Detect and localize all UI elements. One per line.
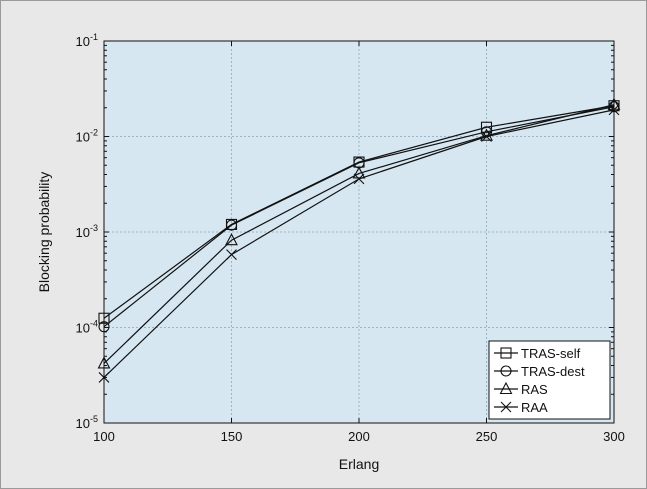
legend-label: TRAS-self: [521, 346, 581, 361]
legend-entry: TRAS-self: [494, 346, 581, 361]
x-tick-label: 250: [476, 429, 498, 444]
axis-ticks: 100 150 200 250 300 10-5 10-4 10-3 10-2 10-1: [76, 32, 625, 444]
legend-entry: RAS: [494, 381, 548, 397]
series-line: [103, 106, 615, 328]
data-point-triangle: [352, 166, 366, 179]
x-tick-label: 200: [348, 429, 370, 444]
legend: TRAS-self TRAS-dest RAS RAA: [488, 340, 611, 420]
series-line: [103, 104, 615, 364]
data-point-triangle: [480, 128, 493, 141]
legend-marker-triangle: [499, 381, 513, 395]
x-tick-label: 150: [221, 429, 243, 444]
legend-label: RAA: [521, 400, 548, 415]
data-point-x: [353, 173, 365, 185]
data-point-triangle: [225, 233, 238, 246]
y-tick-label: 10-3: [76, 223, 98, 240]
legend-entry: TRAS-dest: [494, 364, 585, 379]
y-tick-label: 10-4: [76, 319, 98, 336]
y-tick-label: 10-2: [76, 128, 98, 145]
legend-label: TRAS-dest: [521, 364, 585, 379]
series-layer: [97, 97, 621, 383]
legend-label: RAS: [521, 382, 548, 397]
x-axis-title: Erlang: [339, 456, 379, 472]
y-tick-label: 10-1: [76, 32, 98, 49]
legend-entry: RAA: [494, 400, 548, 415]
data-point-circle: [225, 219, 238, 231]
legend-marker-x: [500, 401, 512, 413]
series-line: [103, 105, 615, 319]
data-point-x: [226, 249, 237, 260]
legend-marker-square: [500, 347, 512, 359]
y-tick-label: 10-5: [76, 414, 98, 431]
x-tick-label: 300: [603, 429, 625, 444]
data-point-x: [481, 131, 492, 142]
x-tick-label: 100: [93, 429, 115, 444]
legend-box: [488, 340, 611, 420]
legend-marker-circle: [500, 365, 512, 377]
y-axis-title: Blocking probability: [36, 172, 52, 293]
